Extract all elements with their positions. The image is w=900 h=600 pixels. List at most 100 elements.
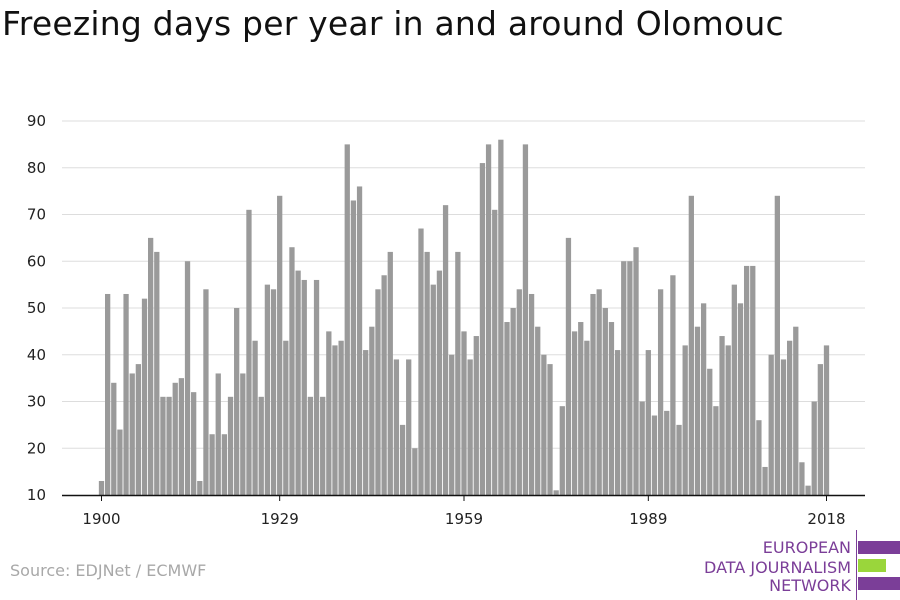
bar-1915 bbox=[191, 392, 197, 495]
source-note: Source: EDJNet / ECMWF bbox=[10, 561, 207, 580]
bar-1901 bbox=[105, 293, 111, 495]
bar-1942 bbox=[356, 186, 363, 495]
bar-1929 bbox=[277, 195, 283, 496]
bar-1998 bbox=[700, 303, 707, 495]
bar-1953 bbox=[424, 251, 430, 495]
bar-1954 bbox=[430, 284, 436, 496]
y-tick-label-50: 50 bbox=[27, 299, 46, 317]
bar-1978 bbox=[578, 322, 584, 495]
bar-1981 bbox=[596, 289, 602, 495]
y-tick-label-40: 40 bbox=[27, 346, 46, 364]
bar-1919 bbox=[215, 373, 221, 495]
y-tick-label-20: 20 bbox=[27, 439, 46, 457]
bars bbox=[98, 139, 830, 496]
bar-1968 bbox=[516, 289, 522, 495]
bar-1946 bbox=[381, 275, 387, 495]
x-axis-ticks: 1900 1929 1959 1989 2018 bbox=[82, 495, 846, 528]
bar-1908 bbox=[148, 237, 154, 496]
bar-1944 bbox=[369, 326, 375, 495]
bar-1918 bbox=[209, 434, 215, 495]
bar-2017 bbox=[817, 364, 823, 495]
bar-2016 bbox=[811, 401, 817, 495]
bar-1920 bbox=[221, 434, 228, 495]
bar-1956 bbox=[442, 205, 449, 495]
bar-2010 bbox=[774, 195, 780, 496]
bar-1963 bbox=[485, 144, 492, 496]
bar-1957 bbox=[449, 354, 455, 495]
bar-1958 bbox=[455, 251, 461, 495]
bar-1960 bbox=[467, 359, 473, 495]
bar-1990 bbox=[651, 415, 658, 495]
bar-1996 bbox=[688, 195, 694, 496]
bar-2005 bbox=[743, 265, 750, 495]
bar-1999 bbox=[707, 368, 713, 495]
bar-1933 bbox=[301, 279, 307, 495]
y-tick-label-30: 30 bbox=[27, 393, 46, 411]
bar-1976 bbox=[565, 237, 572, 496]
bar-1912 bbox=[172, 382, 178, 495]
bar-2018 bbox=[823, 345, 830, 495]
y-tick-label-60: 60 bbox=[27, 252, 46, 270]
bar-1910 bbox=[160, 396, 166, 495]
logo-bar-purple-bottom bbox=[858, 577, 900, 590]
bar-1959 bbox=[461, 331, 467, 496]
y-tick-label-90: 90 bbox=[27, 112, 46, 130]
bar-2000 bbox=[713, 406, 719, 495]
logo-line-1: EUROPEAN bbox=[762, 538, 851, 557]
bar-2013 bbox=[793, 326, 799, 495]
bar-1997 bbox=[694, 326, 701, 495]
bar-1938 bbox=[332, 345, 338, 495]
bar-1970 bbox=[528, 293, 535, 495]
bar-1979 bbox=[584, 340, 590, 495]
bar-1972 bbox=[541, 354, 547, 495]
bar-1916 bbox=[197, 480, 203, 495]
bar-2015 bbox=[805, 485, 811, 495]
bar-1974 bbox=[553, 490, 559, 495]
bar-2006 bbox=[750, 265, 756, 495]
bar-2004 bbox=[737, 303, 744, 495]
bar-1937 bbox=[326, 331, 332, 496]
bar-1973 bbox=[547, 364, 553, 495]
bar-1985 bbox=[621, 261, 627, 495]
bar-1907 bbox=[141, 298, 148, 495]
bar-2002 bbox=[725, 345, 731, 495]
bar-1911 bbox=[166, 396, 172, 495]
bar-1965 bbox=[498, 139, 504, 495]
bar-1966 bbox=[504, 322, 510, 495]
bar-1949 bbox=[399, 424, 406, 496]
x-tick-label-1929: 1929 bbox=[261, 510, 299, 528]
bar-1986 bbox=[627, 261, 633, 495]
bar-1917 bbox=[203, 289, 209, 495]
bar-1989 bbox=[645, 350, 651, 495]
bar-1924 bbox=[246, 209, 252, 495]
bar-1945 bbox=[375, 289, 381, 495]
bar-1900 bbox=[98, 480, 105, 495]
bar-1984 bbox=[614, 350, 621, 495]
bar-1939 bbox=[338, 340, 344, 495]
bar-1906 bbox=[135, 364, 141, 495]
bar-2008 bbox=[762, 466, 768, 495]
bar-1951 bbox=[412, 448, 418, 495]
edjnet-logo[interactable]: EUROPEAN DATA JOURNALISM NETWORK bbox=[700, 530, 900, 600]
bar-1971 bbox=[535, 326, 541, 495]
y-tick-label-70: 70 bbox=[27, 206, 46, 224]
bar-2009 bbox=[768, 354, 774, 495]
bar-1930 bbox=[283, 340, 289, 495]
bar-1982 bbox=[602, 308, 608, 495]
bar-1967 bbox=[510, 308, 516, 495]
logo-bar-green bbox=[858, 559, 886, 572]
bar-1925 bbox=[252, 340, 258, 495]
bar-1927 bbox=[264, 284, 271, 496]
bar-1977 bbox=[571, 331, 578, 496]
logo-bar-purple-top bbox=[858, 541, 900, 554]
bar-1992 bbox=[664, 410, 670, 495]
bar-1980 bbox=[590, 293, 596, 495]
bar-1983 bbox=[608, 322, 615, 495]
bar-1950 bbox=[406, 359, 412, 495]
bar-1909 bbox=[154, 251, 160, 495]
bar-2007 bbox=[756, 420, 762, 495]
bar-1955 bbox=[436, 270, 443, 495]
bar-1994 bbox=[676, 424, 682, 496]
bar-1940 bbox=[344, 144, 350, 496]
